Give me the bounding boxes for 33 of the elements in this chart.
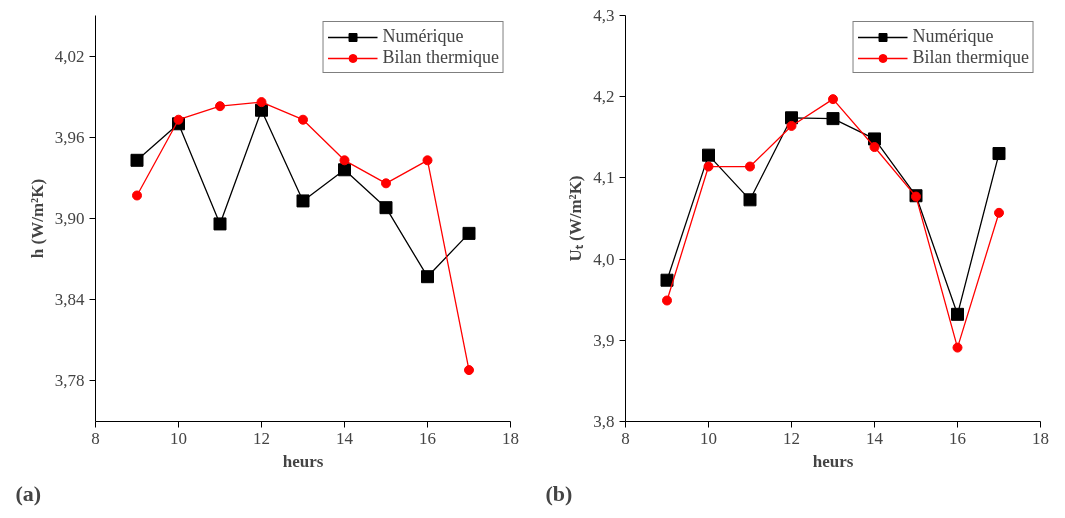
x-tick-label: 14 — [336, 428, 354, 448]
legend-label: Numérique — [382, 26, 464, 47]
y-tick-label: 3,90 — [54, 209, 85, 228]
y-tick-label: 3,78 — [54, 371, 85, 391]
y-tick-label: 4,3 — [593, 6, 615, 25]
y-tick-label: 3,84 — [54, 290, 85, 310]
text: (a) — [15, 480, 42, 506]
legend-label: Numérique — [912, 26, 994, 47]
x-tick-label: 8 — [91, 428, 100, 448]
x-tick-label: 16 — [949, 428, 966, 448]
y-tick-label: 4,02 — [54, 46, 85, 66]
x-tick-label: 18 — [502, 428, 519, 448]
x-axis-title: heurs — [812, 451, 854, 471]
x-tick-label: 18 — [1032, 428, 1049, 448]
x-axis-title: heurs — [282, 451, 324, 471]
legend-label: Bilan thermique — [912, 47, 1029, 68]
x-tick-label: 14 — [866, 428, 884, 448]
text: (b) — [545, 480, 573, 506]
y-axis-title: h (W/m²K) — [27, 178, 47, 259]
x-tick-label: 12 — [253, 428, 270, 448]
y-tick-label: 3,9 — [593, 330, 615, 350]
y-tick-label: 4,2 — [593, 87, 615, 107]
y-tick-label: 3,8 — [593, 412, 615, 431]
x-tick-label: 8 — [621, 428, 630, 448]
y-axis-title: Uₜ (W/m²K) — [566, 175, 586, 262]
x-tick-label: 12 — [783, 428, 800, 448]
x-tick-label: 10 — [170, 428, 187, 448]
x-tick-label: 10 — [700, 428, 717, 448]
x-tick-label: 16 — [419, 428, 436, 448]
y-tick-label: 4,1 — [593, 168, 615, 188]
legend-label: Bilan thermique — [382, 47, 499, 68]
y-tick-label: 3,96 — [54, 127, 85, 147]
y-tick-label: 4,0 — [593, 249, 615, 269]
